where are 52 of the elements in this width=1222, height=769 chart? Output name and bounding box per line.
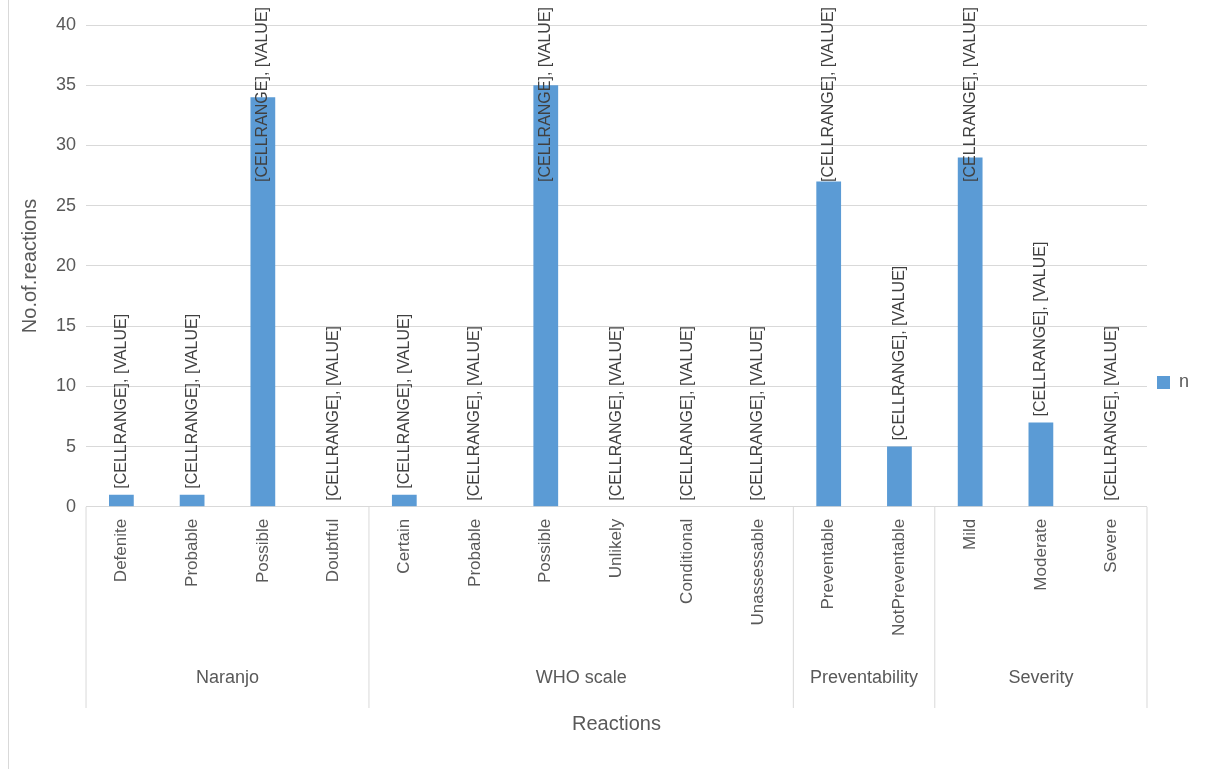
x-tick-label: Unlikely: [606, 518, 626, 579]
x-tick-label: Possible: [535, 518, 555, 584]
y-tick-label: 20: [55, 254, 77, 275]
data-label: [CELLRANGE], [VALUE]: [677, 325, 695, 501]
bar: [109, 494, 134, 507]
x-tick-label: Probable: [181, 518, 201, 587]
bar: [391, 494, 417, 507]
y-tick-label: 5: [66, 435, 77, 456]
bar: [816, 181, 842, 507]
data-label: [CELLRANGE], [VALUE]: [182, 313, 200, 489]
data-label: [CELLRANGE], [VALUE]: [960, 7, 978, 182]
y-tick-label: 30: [55, 134, 77, 155]
data-label: [CELLRANGE], [VALUE]: [889, 265, 907, 441]
data-label: [CELLRANGE], [VALUE]: [253, 7, 271, 182]
bar: [1028, 422, 1054, 507]
data-label: [CELLRANGE], [VALUE]: [536, 7, 554, 182]
text: WHO scale: [535, 666, 627, 687]
data-label: [CELLRANGE], [VALUE]: [606, 325, 624, 501]
x-tick-label: Certain: [394, 518, 413, 574]
y-tick-label: 35: [55, 74, 77, 95]
y-tick-label: 10: [55, 375, 77, 396]
data-label: [CELLRANGE], [VALUE]: [465, 325, 483, 501]
y-axis-title: No.of.reactions: [17, 198, 40, 334]
x-tick-label: Severe: [1101, 518, 1121, 573]
data-label: [CELLRANGE], [VALUE]: [1102, 325, 1120, 501]
x-tick-label: Conditional: [676, 518, 696, 604]
text: Naranjo: [195, 666, 260, 687]
x-tick-label: Preventable: [818, 518, 838, 610]
y-tick-label: 25: [55, 194, 77, 215]
text: Severity: [1008, 666, 1074, 687]
data-label: [CELLRANGE], [VALUE]: [819, 7, 837, 182]
y-tick-label: 15: [55, 315, 77, 336]
x-tick-label: Defenite: [111, 518, 131, 583]
x-tick-label: Unassessable: [747, 518, 767, 626]
bar: [887, 446, 912, 507]
bar: [179, 494, 205, 507]
text: Preventability: [810, 666, 919, 687]
data-label: [CELLRANGE], [VALUE]: [323, 325, 341, 501]
y-tick-label: 40: [55, 13, 77, 34]
x-tick-label: Possible: [252, 518, 272, 584]
x-axis-title: Reactions: [572, 711, 661, 734]
data-label: [CELLRANGE], [VALUE]: [748, 325, 766, 501]
x-tick-label: Mild: [959, 518, 979, 550]
x-tick-label: Moderate: [1030, 518, 1050, 591]
x-tick-label: Doubtful: [323, 518, 343, 583]
data-label: [CELLRANGE], [VALUE]: [1031, 241, 1049, 417]
x-tick-label: Probable: [464, 518, 484, 587]
data-label: [CELLRANGE], [VALUE]: [394, 313, 412, 489]
data-label: [CELLRANGE], [VALUE]: [111, 313, 129, 489]
x-tick-label: NotPreventable: [889, 518, 909, 637]
legend-label: n: [1178, 371, 1189, 392]
y-tick-label: 0: [66, 495, 77, 516]
